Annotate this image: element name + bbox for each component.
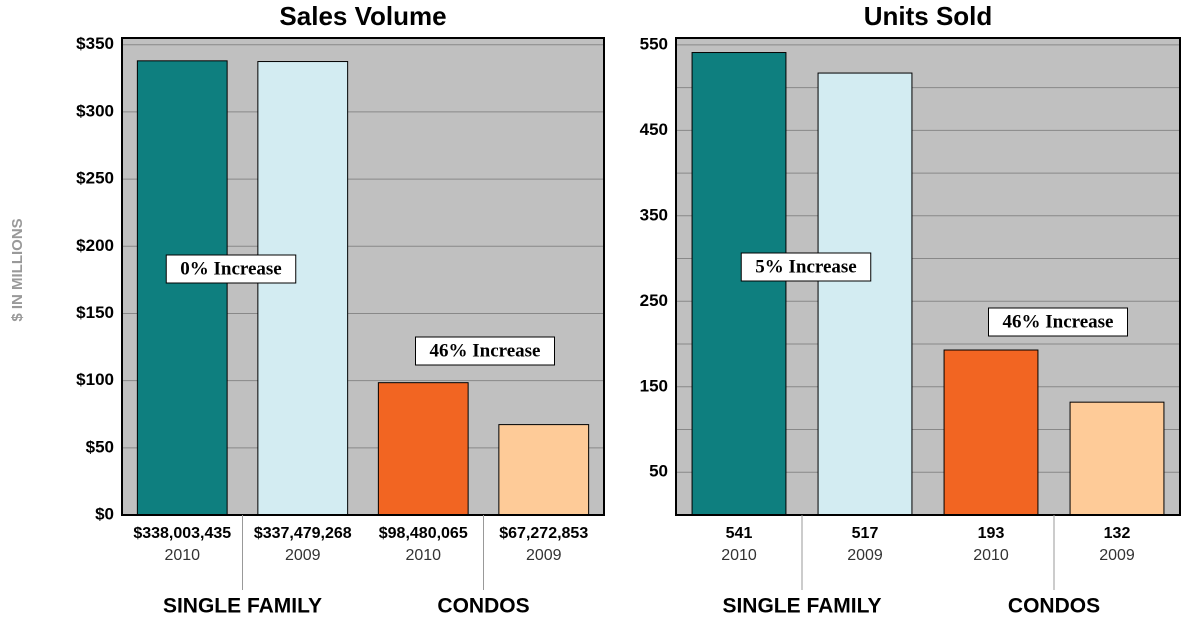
y-tick-label: $350 — [76, 34, 114, 53]
x-tick-label: 2010 — [973, 547, 1009, 564]
annotation-box — [165, 254, 297, 284]
y-axis-label: $ IN MILLIONS — [9, 218, 26, 321]
annotation: 46% Increase — [1003, 311, 1114, 332]
y-tick-label: $200 — [76, 236, 114, 255]
y-tick-label: $250 — [76, 169, 114, 188]
bar — [1069, 401, 1165, 516]
bar — [136, 60, 228, 516]
y-tick-label: 250 — [640, 291, 668, 310]
x-tick-label: 2009 — [285, 547, 321, 564]
value-label: 193 — [978, 525, 1005, 542]
bar — [257, 61, 349, 516]
annotation: 5% Increase — [755, 256, 857, 277]
group-label: CONDOS — [437, 595, 529, 618]
bar — [817, 72, 913, 516]
y-tick-label: $150 — [76, 303, 114, 322]
value-label: $98,480,065 — [379, 525, 468, 542]
x-tick-label: 2009 — [526, 547, 562, 564]
annotation-box — [740, 252, 872, 282]
y-tick-label: 50 — [649, 462, 668, 481]
x-tick-label: 2009 — [1099, 547, 1135, 564]
value-label: $67,272,853 — [499, 525, 588, 542]
value-label: 132 — [1104, 525, 1131, 542]
group-label: CONDOS — [1008, 595, 1100, 618]
plot-border — [675, 37, 1181, 516]
y-tick-label: 150 — [640, 376, 668, 395]
x-tick-label: 2010 — [721, 547, 757, 564]
value-label: $337,479,268 — [254, 525, 352, 542]
annotation: 46% Increase — [430, 340, 541, 361]
x-tick-label: 2010 — [164, 547, 200, 564]
bar — [498, 424, 590, 516]
y-tick-label: $300 — [76, 101, 114, 120]
bar — [691, 52, 787, 516]
plot-border — [121, 37, 605, 516]
annotation: 0% Increase — [180, 258, 282, 279]
annotation-box — [415, 336, 555, 366]
x-tick-label: 2009 — [847, 547, 883, 564]
y-tick-label: 550 — [640, 34, 668, 53]
value-label: $338,003,435 — [133, 525, 231, 542]
group-label: SINGLE FAMILY — [163, 595, 322, 618]
group-label: SINGLE FAMILY — [722, 595, 881, 618]
chart-title: Units Sold — [864, 1, 993, 31]
y-tick-label: $100 — [76, 370, 114, 389]
value-label: 541 — [726, 525, 753, 542]
annotation-box — [988, 307, 1128, 337]
bar — [943, 349, 1039, 516]
y-tick-label: $0 — [95, 504, 114, 523]
y-tick-label: $50 — [86, 437, 114, 456]
value-label: 517 — [852, 525, 879, 542]
y-tick-label: 350 — [640, 205, 668, 224]
y-tick-label: 450 — [640, 120, 668, 139]
x-tick-label: 2010 — [405, 547, 441, 564]
bar — [377, 382, 469, 516]
chart-title: Sales Volume — [279, 1, 446, 31]
